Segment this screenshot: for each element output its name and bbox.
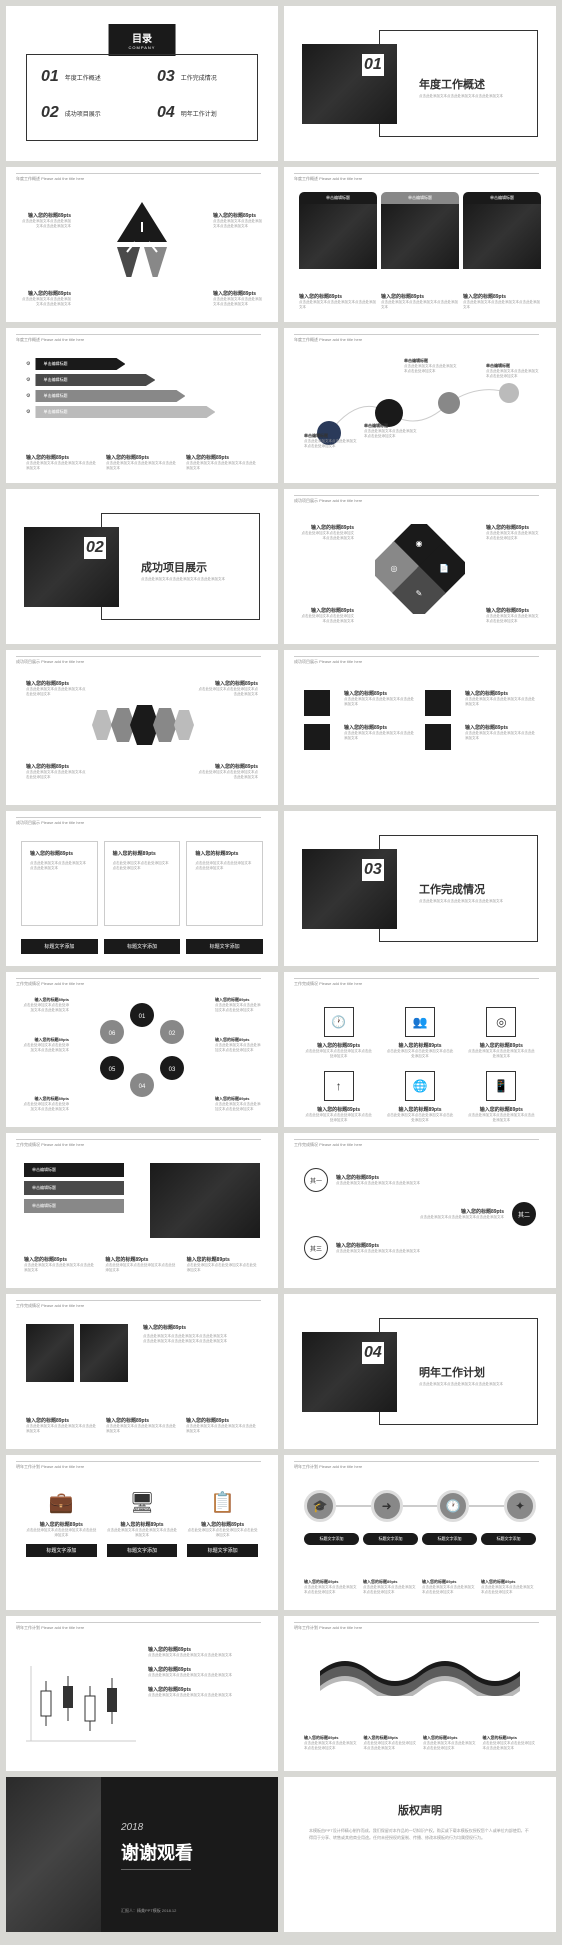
cycle-diagram: 01 02 03 04 05 06 [92, 1000, 192, 1100]
toc-title: 目录 [129, 30, 156, 45]
gear-icon: ⚙ [26, 409, 30, 415]
phone-icon: 📱 [486, 1071, 516, 1101]
header-5: 年度工作概述 Please add the title here [16, 334, 261, 343]
slide-copyright: 版权声明 本模板由PPT设计师精心制作而成，我们保留对本作品的一切知识产权。购买… [284, 1777, 556, 1932]
monitor-icon: 🖥 [107, 1490, 178, 1515]
slide-squares: 成功项目展示 Please add the title here 输入您的标题8… [284, 650, 556, 805]
slide-wave: 明年工作计划 Please add the title here 输入您的标题8… [284, 1616, 556, 1771]
svg-text:02: 02 [169, 1031, 176, 1037]
slide-candle: 明年工作计划 Please add the title here 输入您的标题8… [6, 1616, 278, 1771]
svg-text:06: 06 [109, 1031, 116, 1037]
slide-arrows: 年度工作概述 Please add the title here ⚙单击编辑标题… [6, 328, 278, 483]
star-icon: ✦ [504, 1490, 536, 1522]
slide-thanks: 2018 谢谢观看 汇报人：精美PPT模板 2018.12 [6, 1777, 278, 1932]
people-icon: 👥 [405, 1007, 435, 1037]
svg-text:✎: ✎ [416, 589, 423, 598]
toc-num-1: 01 [41, 68, 59, 86]
target-icon: ◎ [486, 1007, 516, 1037]
briefcase-icon: 💼 [26, 1490, 97, 1515]
wave-ribbon [320, 1646, 520, 1696]
slide-section-02: 02 成功项目展示 点击此处添加文本点击此处添加文本点击此处添加文本 [6, 489, 278, 644]
slide-tabs: 年度工作概述 Please add the title here 单击编辑标题 … [284, 167, 556, 322]
hex-diagram [82, 705, 202, 745]
up-icon: ↑ [324, 1071, 354, 1101]
svg-text:04: 04 [139, 1084, 146, 1090]
clock-icon: 🕐 [324, 1007, 354, 1037]
slide-section-04: 04 明年工作计划 点击此处添加文本点击此处添加文本点击此处添加文本 [284, 1294, 556, 1449]
toc-label-3: 工作完成情况 [181, 73, 217, 82]
toc-subtitle: COMPANY [129, 45, 156, 50]
slide-diamond: 成功项目展示 Please add the title here ◉ ◎ 📄 ✎… [284, 489, 556, 644]
header-6: 年度工作概述 Please add the title here [294, 334, 539, 343]
gear-icon: ⚙ [26, 361, 30, 367]
slide-iconsquares: 工作完成情况 Please add the title here 🕐输入您的标题… [284, 972, 556, 1127]
toc-num-2: 02 [41, 104, 59, 122]
slide-hex: 成功项目展示 Please add the title here 输入您的标题8… [6, 650, 278, 805]
slide-toc: 目录 COMPANY 01 年度工作概述 03 工作完成情况 02 成功项目展示 04… [6, 6, 278, 161]
slide-2imgs: 工作完成情况 Please add the title here 输入您的标题8… [6, 1294, 278, 1449]
slide-bars-img: 工作完成情况 Please add the title here 单击编辑标题 … [6, 1133, 278, 1288]
toc-label-4: 明年工作计划 [181, 109, 217, 118]
toc-num-3: 03 [157, 68, 175, 86]
slide-3boxes: 成功项目展示 Please add the title here 输入您的标题8… [6, 811, 278, 966]
section-title-01: 年度工作概述 [419, 76, 485, 92]
svg-text:03: 03 [169, 1067, 176, 1073]
slide-numbered: 工作完成情况 Please add the title here 其一输入您的标… [284, 1133, 556, 1288]
svg-text:◎: ◎ [391, 564, 398, 573]
svg-text:05: 05 [109, 1067, 116, 1073]
slide-triangle: 年度工作概述 Please add the title here 输入您的标题8… [6, 167, 278, 322]
toc-num-4: 04 [157, 104, 175, 122]
arrow-icon: ➜ [371, 1490, 403, 1522]
globe-icon: 🌐 [405, 1071, 435, 1101]
clock-icon: 🕐 [437, 1490, 469, 1522]
header-3: 年度工作概述 Please add the title here [16, 173, 261, 182]
svg-text:01: 01 [139, 1014, 146, 1020]
slide-3icons: 明年工作计划 Please add the title here 💼输入您的标题… [6, 1455, 278, 1610]
grad-icon: 🎓 [304, 1490, 336, 1522]
slide-section-01: 01 年度工作概述 点击此处添加文本点击此处添加文本点击此处添加文本 [284, 6, 556, 161]
slide-process: 年度工作概述 Please add the title here 单击编辑标题点… [284, 328, 556, 483]
candlestick-chart [26, 1666, 136, 1746]
diamond-diagram: ◉ ◎ 📄 ✎ [375, 524, 465, 614]
gear-icon: ⚙ [26, 393, 30, 399]
document-icon: 📋 [187, 1490, 258, 1515]
gear-icon: ⚙ [26, 377, 30, 383]
slide-cycle: 工作完成情况 Please add the title here 01 02 0… [6, 972, 278, 1127]
triangle-diagram [97, 197, 187, 277]
svg-text:◉: ◉ [416, 539, 423, 548]
svg-text:📄: 📄 [439, 563, 449, 573]
toc-label-2: 成功项目展示 [65, 109, 101, 118]
toc-label-1: 年度工作概述 [65, 73, 101, 82]
section-num-01: 01 [364, 56, 382, 73]
header-4: 年度工作概述 Please add the title here [294, 173, 539, 182]
section-sub-01: 点击此处添加文本点击此处添加文本点击此处添加文本 [419, 94, 526, 99]
slide-chain: 明年工作计划 Please add the title here 🎓 ➜ 🕐 ✦… [284, 1455, 556, 1610]
slide-section-03: 03 工作完成情况 点击此处添加文本点击此处添加文本点击此处添加文本 [284, 811, 556, 966]
